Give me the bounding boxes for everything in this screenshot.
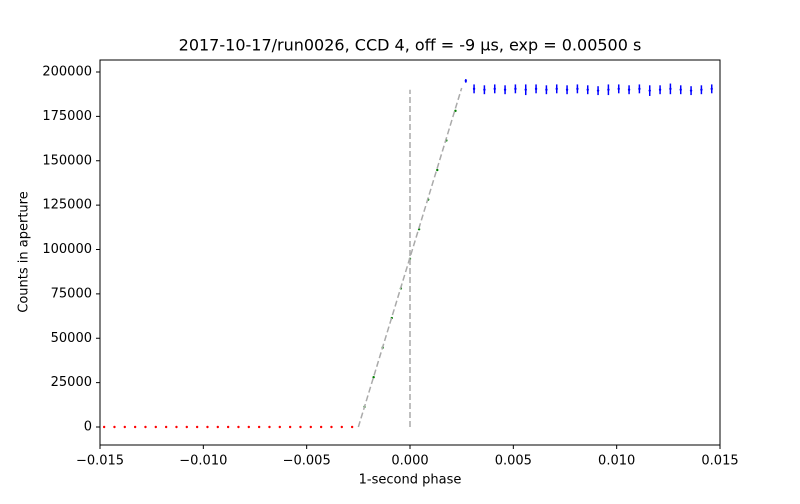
data-point [257, 425, 261, 429]
y-tick-label: 50000 [51, 331, 92, 346]
data-point [464, 79, 467, 83]
data-point [216, 425, 219, 429]
data-point [586, 88, 589, 91]
data-point [679, 88, 682, 91]
data-point [576, 87, 579, 91]
y-axis-label: Counts in aperture [17, 191, 32, 312]
data-point [164, 425, 168, 429]
data-point [133, 425, 137, 429]
data-point [206, 425, 209, 429]
data-point [113, 425, 116, 429]
x-tick-label: 0.000 [391, 454, 428, 469]
chart-title: 2017-10-17/run0026, CCD 4, off = -9 μs, … [179, 36, 642, 55]
data-point [309, 425, 312, 429]
data-point [247, 425, 250, 429]
data-point [350, 425, 354, 429]
data-point [710, 87, 713, 91]
data-point [648, 89, 651, 92]
y-tick-label: 25000 [51, 375, 92, 390]
data-point [154, 425, 157, 429]
data-point [524, 88, 527, 91]
data-point [299, 425, 302, 429]
data-point [627, 88, 631, 91]
y-tick-label: 175000 [42, 109, 92, 124]
data-point [195, 425, 199, 429]
data-point [226, 425, 230, 429]
data-point [102, 425, 106, 429]
x-tick-label: 0.010 [598, 454, 635, 469]
data-point [278, 425, 281, 429]
data-point [689, 89, 693, 92]
data-point [319, 425, 323, 429]
data-point [700, 88, 703, 91]
data-point [185, 425, 188, 429]
data-point [175, 425, 178, 429]
data-point [372, 376, 375, 379]
fit-line [357, 87, 463, 428]
data-point [565, 88, 569, 91]
data-point [658, 88, 662, 91]
data-point [607, 88, 610, 91]
data-point [340, 425, 343, 429]
data-point [503, 88, 507, 91]
data-point [638, 87, 641, 91]
x-axis-label: 1-second phase [359, 473, 462, 488]
data-point [144, 425, 147, 429]
y-tick-label: 100000 [42, 242, 92, 257]
data-point [545, 88, 548, 91]
y-tick-label: 125000 [42, 198, 92, 213]
y-tick-label: 0 [84, 419, 92, 434]
x-tick-label: −0.010 [179, 454, 227, 469]
data-point [555, 87, 558, 91]
data-point [617, 87, 620, 91]
data-point [268, 425, 271, 429]
x-tick-label: 0.005 [495, 454, 532, 469]
y-tick-label: 150000 [42, 153, 92, 168]
plot-frame [99, 59, 721, 446]
data-point [596, 89, 600, 92]
data-point [669, 87, 672, 91]
data-point [123, 425, 127, 429]
data-point [534, 87, 538, 91]
y-tick-label: 200000 [42, 65, 92, 80]
x-tick-label: 0.015 [701, 454, 738, 469]
data-point [472, 87, 476, 91]
data-point [483, 88, 486, 91]
data-point [436, 168, 439, 172]
data-point [493, 87, 496, 91]
data-point [330, 425, 333, 429]
y-tick-label: 75000 [51, 286, 92, 301]
x-tick-label: −0.005 [283, 454, 331, 469]
x-tick-label: −0.015 [76, 454, 124, 469]
data-point [288, 425, 292, 429]
data-point [237, 425, 240, 429]
data-point [514, 87, 517, 91]
